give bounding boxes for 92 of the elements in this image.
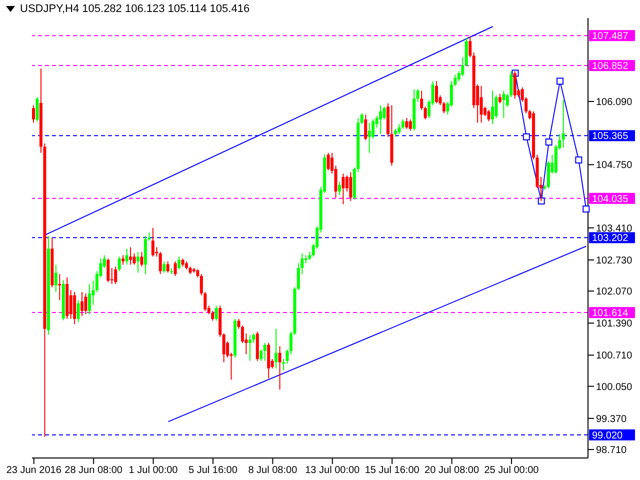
candlestick (32, 104, 35, 124)
candlestick (405, 117, 408, 130)
candlestick (364, 114, 368, 141)
candlestick (360, 112, 364, 125)
x-tick-label: 15 Jul 16:00 (364, 465, 420, 476)
candlestick (132, 252, 136, 266)
candlestick (260, 349, 263, 362)
candlestick (178, 256, 181, 270)
candlestick (58, 274, 62, 301)
candlestick (326, 152, 330, 171)
y-tick-label: 103.410 (596, 223, 633, 234)
ref-line-label: 104.035 (592, 194, 629, 205)
candlestick (122, 254, 125, 266)
candlestick (502, 90, 506, 118)
point (538, 197, 545, 204)
candlestick (118, 256, 121, 272)
x-tick-label: 28 Jun 08:00 (64, 465, 123, 476)
candlestick (368, 122, 371, 154)
candlestick (513, 70, 516, 100)
candlestick (237, 318, 240, 330)
candlestick (174, 260, 177, 276)
candlestick (129, 246, 132, 266)
ref-line-label: 103.202 (592, 233, 629, 244)
candlestick (84, 292, 88, 315)
chart-title: USDJPY,H4 105.282 106.123 105.114 105.416 (20, 3, 250, 15)
candlestick (468, 36, 472, 58)
candlestick (54, 264, 58, 292)
candlestick (214, 305, 218, 322)
x-tick-label: 1 Jul 00:00 (128, 465, 178, 476)
candlestick (338, 181, 341, 196)
candlestick (424, 106, 427, 120)
candlestick (498, 93, 502, 104)
y-tick-label: 100.050 (596, 382, 633, 393)
candlestick (151, 227, 154, 258)
candlestick (106, 258, 110, 283)
y-tick-label: 98.710 (596, 445, 628, 456)
candlestick (125, 248, 128, 266)
candlestick (420, 90, 424, 110)
candlestick (162, 260, 166, 274)
candlestick (158, 251, 162, 275)
candlestick (73, 292, 76, 325)
y-tick-label: 99.370 (596, 414, 628, 425)
y-tick-label: 106.090 (596, 97, 633, 108)
candlestick (562, 99, 565, 148)
candlestick (461, 56, 464, 77)
x-tick-label: 25 Jul 00:00 (484, 465, 540, 476)
y-tick-label: 102.070 (596, 286, 633, 298)
y-tick-label: 102.730 (596, 255, 633, 266)
candlestick (408, 118, 412, 132)
candlestick (248, 334, 252, 362)
ref-line-label: 107.487 (592, 31, 629, 42)
y-tick-label: 104.750 (596, 160, 633, 172)
candlestick (487, 109, 490, 122)
candlestick (435, 80, 438, 104)
candlestick (379, 104, 382, 135)
point (556, 78, 564, 85)
x-tick-label: 8 Jul 08:00 (248, 465, 298, 476)
candlestick (136, 251, 140, 274)
candlestick (166, 260, 170, 274)
point (545, 138, 552, 146)
candlestick (416, 88, 420, 102)
candlestick (88, 283, 91, 315)
x-tick-label: 5 Jul 16:00 (188, 465, 238, 476)
candlestick (36, 96, 39, 122)
y-tick-label: 100.710 (596, 350, 633, 362)
point (522, 133, 530, 140)
candlestick (263, 342, 266, 362)
candlestick (401, 118, 404, 130)
ref-line-label: 101.614 (592, 308, 629, 320)
candlestick (267, 342, 270, 379)
candlestick (342, 173, 345, 205)
ref-line-label: 105.365 (592, 131, 629, 142)
x-tick-label: 20 Jul 08:00 (424, 465, 480, 476)
y-tick-label: 101.390 (596, 318, 633, 330)
ref-line-label: 106.852 (592, 61, 629, 72)
candlestick (480, 85, 483, 124)
candlestick (140, 251, 144, 268)
candlestick (274, 328, 278, 369)
candlestick (76, 300, 80, 323)
candlestick (442, 101, 446, 114)
candlestick (490, 90, 494, 125)
ref-line-label: 99.020 (592, 430, 624, 442)
point (582, 205, 590, 212)
candlestick (349, 172, 352, 202)
x-tick-label: 23 Jun 2016 (6, 465, 62, 476)
point (575, 156, 582, 164)
candlestick (80, 292, 84, 317)
candlestick (382, 106, 386, 120)
candlestick (398, 124, 401, 135)
candlestick (114, 266, 118, 284)
x-tick-label: 13 Jul 00:00 (305, 465, 360, 476)
candlestick (278, 346, 282, 390)
